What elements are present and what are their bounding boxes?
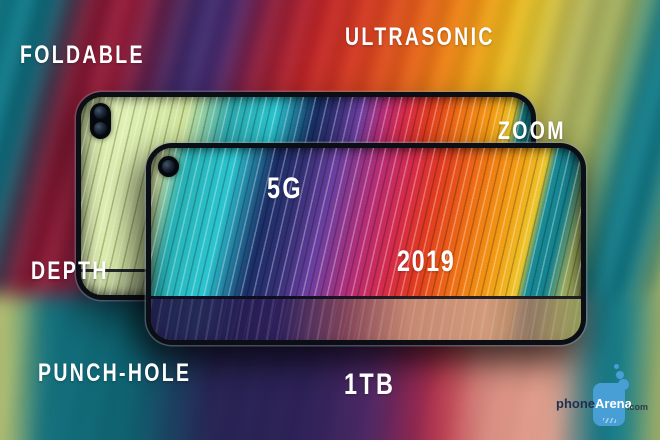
- label-depth: DEPTH: [31, 257, 109, 285]
- label-zoom: ZOOM: [498, 117, 566, 145]
- label-ultrasonic: ULTRASONIC: [345, 23, 495, 51]
- logo-bubble-icon: [614, 364, 619, 369]
- logo-text-arena: Arena: [595, 396, 632, 411]
- label-foldable: FOLDABLE: [20, 41, 145, 69]
- camera-lens-icon: [94, 122, 107, 135]
- logo-text-phone: phone: [556, 396, 595, 411]
- single-punch-hole-camera-icon: [158, 156, 179, 177]
- camera-lens-icon: [162, 160, 175, 173]
- logo-bubble-icon: [618, 379, 629, 390]
- logo-text-dotcom: .com: [627, 402, 649, 412]
- label-punch-hole: PUNCH-HOLE: [38, 359, 192, 387]
- label-2019: 2019: [397, 245, 456, 278]
- phonearena-logo: phone Arena .com: [556, 358, 660, 438]
- phone-small: [146, 143, 586, 345]
- phone-small-boardwalk: [151, 295, 581, 340]
- label-5g: 5G: [267, 172, 303, 205]
- dual-punch-hole-camera-icon: [90, 103, 111, 139]
- phone-small-screen: [151, 148, 581, 340]
- logo-speaker-lines-icon: [603, 418, 616, 423]
- label-1tb: 1TB: [344, 368, 396, 401]
- logo-bubble-icon: [616, 371, 624, 379]
- camera-lens-icon: [94, 106, 107, 119]
